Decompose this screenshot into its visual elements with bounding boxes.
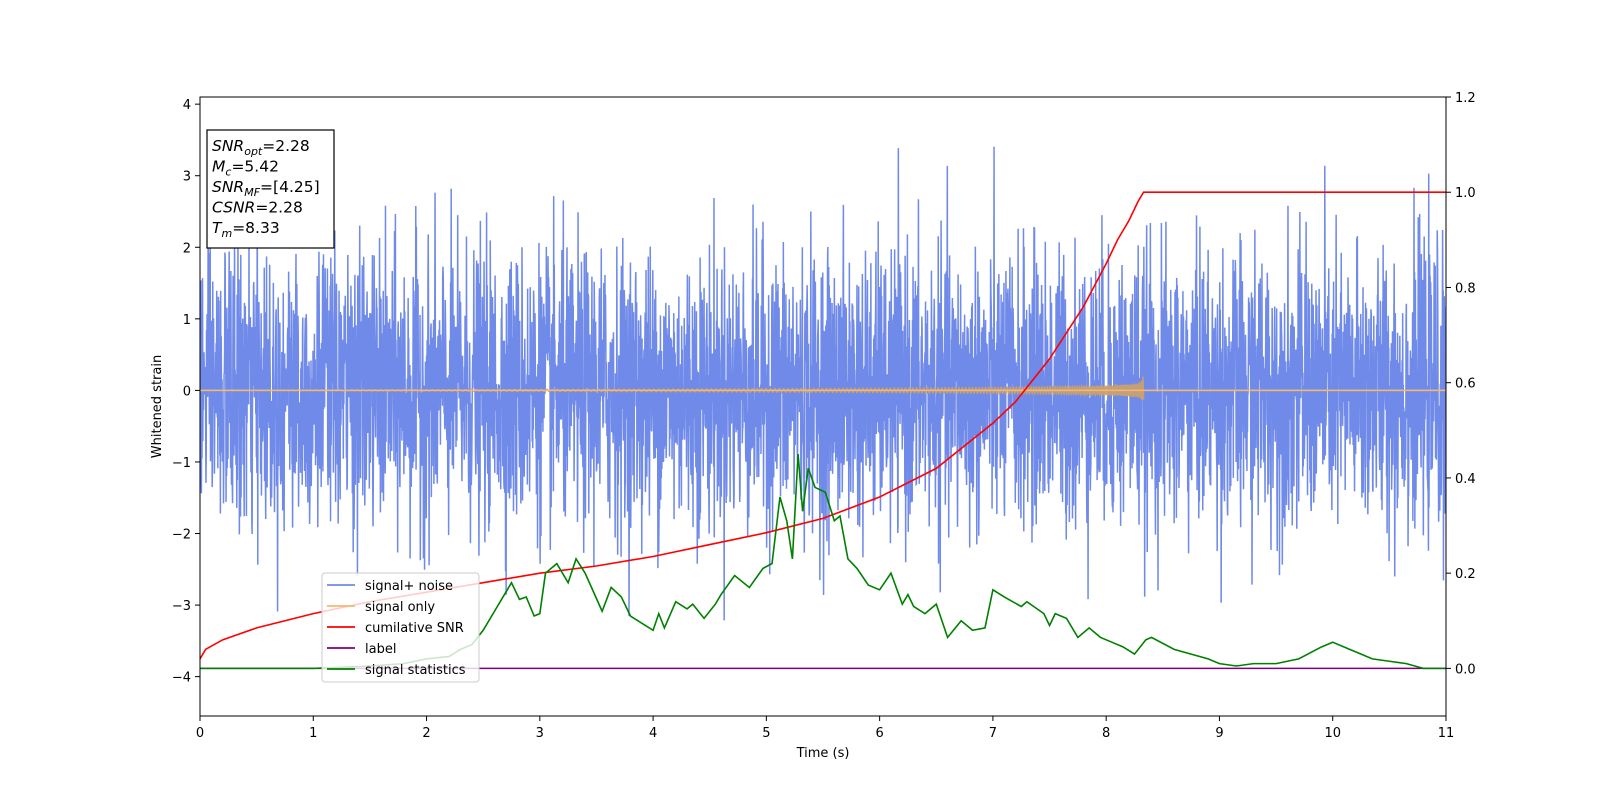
info-box-line: Mc=5.42 [212,158,279,179]
legend-entry: signal only [365,600,435,615]
x-tick-label: 6 [875,726,883,741]
x-tick-label: 8 [1102,726,1110,741]
legend-entry: signal+ noise [365,579,453,594]
y-tick-label-right: 0.8 [1455,281,1476,296]
y-tick-label-left: −3 [172,599,191,614]
x-tick-label: 1 [309,726,317,741]
y-tick-label-left: 2 [183,241,191,256]
y-tick-label-left: 3 [183,170,191,185]
x-tick-label: 5 [762,726,770,741]
info-box-line: Tm=8.33 [212,219,280,240]
y-tick-label-left: 1 [183,313,191,328]
info-box-line: SNRMF=[4.25] [212,178,320,199]
y-axis-label: Whitened strain [150,355,165,458]
legend: signal+ noise signal only cumilative SNR la… [321,572,480,683]
x-tick-label: 7 [989,726,997,741]
plot-frame [199,96,1447,717]
y-tick-label-left: 0 [183,384,191,399]
y-tick-label-right: 1.0 [1455,186,1476,201]
y-tick-label-left: 4 [183,98,191,113]
legend-frame [321,572,480,683]
x-tick-label: 11 [1438,726,1455,741]
legend-entry: cumilative SNR [365,621,464,636]
x-tick-label: 9 [1215,726,1223,741]
y-tick-label-right: 0.6 [1455,377,1476,392]
y-tick-label-right: 0.0 [1455,662,1476,677]
x-tick-label: 0 [196,726,204,741]
x-axis-label: Time (s) [796,746,850,761]
series-signal-noise [200,146,1446,621]
y-tick-label-right: 0.2 [1455,567,1476,582]
legend-entry: signal statistics [365,663,466,678]
x-tick-label: 2 [422,726,430,741]
x-tick-label: 10 [1324,726,1341,741]
x-tick-label: 4 [649,726,657,741]
info-box-frame [206,129,335,249]
info-box-line: CSNR=2.28 [212,199,303,217]
y-tick-label-right: 1.2 [1455,91,1476,106]
y-tick-label-right: 0.4 [1455,472,1476,487]
y-tick-label-left: −4 [172,671,191,686]
axes: 0 1 2 3 4 5 6 7 8 9 10 11 −4 −3 −2 −1 0 1 2 3 4 0.0 0.2 0.4 0.6 0… [172,91,1476,741]
y-tick-label-left: −2 [172,528,191,543]
legend-entry: label [365,642,396,657]
info-box-line: SNRopt=2.28 [212,137,310,158]
x-tick-label: 3 [536,726,544,741]
y-tick-label-left: −1 [172,456,191,471]
series-signal-statistics [200,454,1446,670]
